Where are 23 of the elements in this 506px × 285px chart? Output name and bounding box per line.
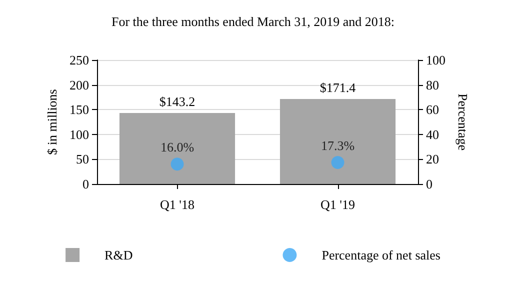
legend-label: Percentage of net sales [322, 248, 440, 262]
y2-tick-label: 60 [426, 102, 439, 118]
y-tick-label: 250 [70, 52, 89, 68]
data-label: 17.3% [320, 138, 355, 154]
y2-axis-title: Percentage [455, 93, 470, 151]
y-axis-title: $ in millions [44, 89, 60, 155]
data-label: $171.4 [320, 80, 356, 95]
y2-tick-label: 40 [426, 126, 439, 142]
y-tick-label: 150 [70, 102, 89, 118]
y-tick-label: 100 [70, 126, 89, 142]
y2-tick-label: 20 [426, 152, 439, 167]
legend-label: R&D [104, 248, 133, 262]
y-tick-label: 0 [82, 176, 89, 192]
y2-tick-label: 100 [426, 52, 446, 68]
y-tick-label: 50 [76, 152, 89, 167]
x-tick-label: Q1 '19 [320, 197, 355, 212]
y2-tick-label: 0 [426, 176, 432, 192]
y2-tick-label: 80 [426, 77, 439, 92]
data-label: $143.2 [159, 94, 196, 109]
chart-title: For the three months ended March 31, 2019 and 2018: [111, 14, 395, 29]
data-label: 16.0% [160, 140, 194, 155]
x-tick-label: Q1 '18 [160, 197, 194, 212]
y-tick-label: 200 [70, 77, 89, 92]
